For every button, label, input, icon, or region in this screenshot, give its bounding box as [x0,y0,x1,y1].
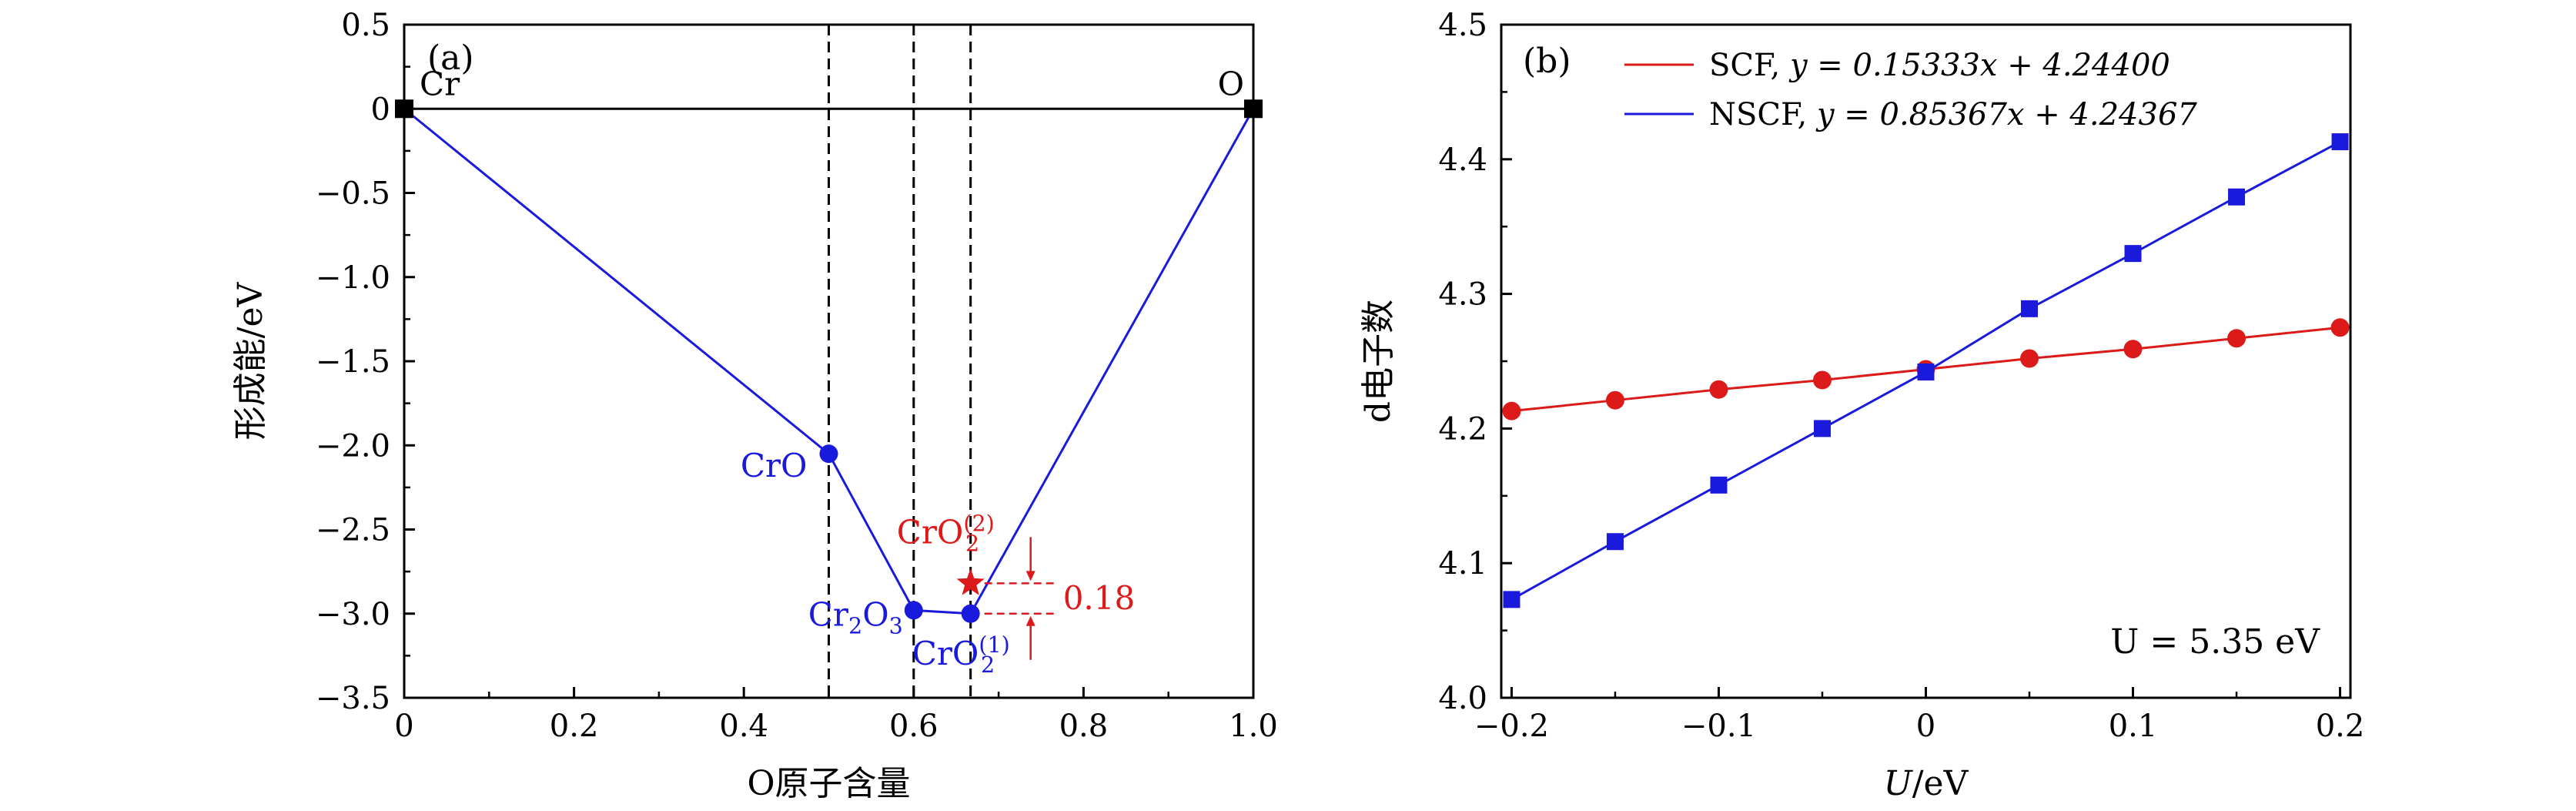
compound-label-cro2-1: CrO(1) 2 [912,632,1010,678]
endpoint-label-o: O [1218,65,1244,102]
y-tick-label-3: −1.0 [316,260,390,296]
legend-equation-scf: y = 0.15333x + 4.24400 [1788,48,2170,83]
endpoint-label-o-text: O [1218,65,1244,102]
y-tick-label-8: −3.5 [316,681,390,716]
star-label-cro2-2: CrO(2) 2 [897,510,995,556]
panel-b-series-group [1502,133,2350,608]
nscf-point-0 [1503,591,1521,608]
panel-a-x-axis-label: O原子含量 [747,764,910,803]
x-tick-label-1: 0.2 [550,709,599,744]
b-y-tick-label-3: 4.2 [1438,411,1487,447]
panel-a-label: (a) [427,39,474,78]
nscf-point-5 [2021,300,2039,317]
star-label-cro2-2-text: CrO [897,513,964,551]
star-label-cro2-2-sup: (2) [963,510,994,536]
legend-label-scf: SCF, y = 0.15333x + 4.24400 [1709,48,2170,83]
panel-a-compound-points [819,444,980,623]
compound-point-2 [961,604,980,623]
compound-label-cro2-1-sup: (1) [979,632,1009,658]
panel-b-x-ticks: −0.2 −0.1 0 0.1 0.2 [1474,687,2364,744]
x-tick-label-4: 0.8 [1059,709,1109,744]
legend-equation-nscf: y = 0.85367x + 4.24367 [1815,97,2197,132]
b-x-tick-label-1: −0.1 [1681,709,1756,744]
b-y-tick-label-0: 4.5 [1438,8,1487,43]
nscf-point-6 [2124,245,2142,263]
b-x-axis-label-italic: U [1884,764,1914,803]
panel-b-u-value-annotation: U = 5.35 eV [2110,622,2320,662]
compound-point-1 [904,601,923,620]
endpoint-label-cr-text: Cr [420,65,460,102]
b-x-tick-label-2: 0 [1916,709,1935,744]
nscf-point-1 [1606,533,1624,551]
nscf-point-8 [2331,133,2349,151]
compound-label-cr2o3-sub2: 3 [889,612,903,638]
compound-label-cro-text: CrO [741,447,808,484]
nscf-point-7 [2228,188,2246,206]
scf-point-1 [1605,390,1624,410]
panel-b-y-ticks: 4.5 4.4 4.3 4.2 4.1 4.0 [1438,8,1512,716]
y-tick-label-1: 0 [371,92,390,127]
b-x-tick-label-3: 0.1 [2109,709,2158,744]
x-tick-label-3: 0.6 [889,709,938,744]
b-y-tick-label-5: 4.0 [1438,681,1487,716]
scf-point-0 [1502,401,1521,421]
x-tick-label-0: 0 [394,709,413,744]
b-y-tick-label-1: 4.4 [1438,142,1487,178]
legend-name-scf: SCF, [1709,48,1790,83]
panel-a-x-ticks: 0 0.2 0.4 0.6 0.8 1.0 [394,687,1278,744]
compound-point-0 [819,444,838,464]
scf-point-6 [2123,340,2143,359]
b-y-tick-label-2: 4.3 [1438,277,1487,313]
legend-name-nscf: NSCF, [1709,97,1817,132]
y-tick-label-5: −2.0 [316,428,390,464]
y-tick-label-6: −2.5 [316,513,390,548]
compound-label-cro2-1-sub: 2 [981,652,995,678]
compound-label-cr2o3-text: Cr [808,595,849,633]
compound-label-cr2o3: Cr2O3 [808,595,903,638]
panel-a-vertical-guides [828,25,972,698]
b-x-axis-label-rest: /eV [1912,764,1969,803]
y-tick-label-2: −0.5 [316,176,390,212]
compound-label-cr2o3-tail: O [862,595,888,633]
panel-a-star-marker [956,568,985,595]
panel-b-label: (b) [1523,42,1571,81]
y-tick-label-7: −3.0 [316,597,390,632]
legend-label-nscf: NSCF, y = 0.85367x + 4.24367 [1709,97,2197,132]
panel-a-y-ticks: 0.5 0 −0.5 −1.0 −1.5 −2.0 −2.5 −3.0 −3.5 [316,8,415,716]
scf-point-5 [2020,349,2039,368]
x-tick-label-2: 0.4 [719,709,768,744]
panel-b-d-electron-count: −0.2 −0.1 0 0.1 0.2 4.5 4.4 4.3 4.2 4.1 4.0 (b) S… [1359,8,2364,803]
b-x-tick-label-4: 0.2 [2316,709,2365,744]
panel-a-y-axis-label: 形成能/eV [231,281,270,440]
panel-b-legend: SCF, y = 0.15333x + 4.24400 NSCF, y = 0.8… [1624,48,2197,132]
x-tick-label-5: 1.0 [1229,709,1278,744]
panel-b-y-axis-label: d电子数 [1359,300,1398,423]
star-label-cro2-2-sub: 2 [965,531,979,557]
y-tick-label-0: 0.5 [341,8,390,43]
gap-arrow-bottom-head [1025,615,1035,626]
panel-a-energy-gap-annotation: 0.18 [984,537,1136,660]
star-point-marker [956,568,985,595]
nscf-point-4 [1917,363,1935,380]
compound-label-cro2-1-text: CrO [912,635,979,672]
scf-point-7 [2227,329,2246,348]
b-x-tick-label-0: −0.2 [1474,709,1549,744]
compound-label-cr2o3-sub: 2 [848,612,862,638]
b-y-tick-label-4: 4.1 [1438,546,1487,581]
panel-b-x-axis-label: U/eV [1884,764,1969,803]
gap-arrow-top-head [1025,571,1035,581]
endpoint-label-cr: Cr [420,65,460,102]
nscf-point-3 [1813,420,1831,437]
gap-value-label: 0.18 [1063,579,1136,617]
nscf-point-2 [1710,476,1728,494]
y-tick-label-4: −1.5 [316,344,390,380]
scf-point-8 [2330,318,2350,337]
scf-point-3 [1812,370,1832,390]
compound-label-cro: CrO [741,447,808,484]
scf-point-2 [1709,380,1728,399]
